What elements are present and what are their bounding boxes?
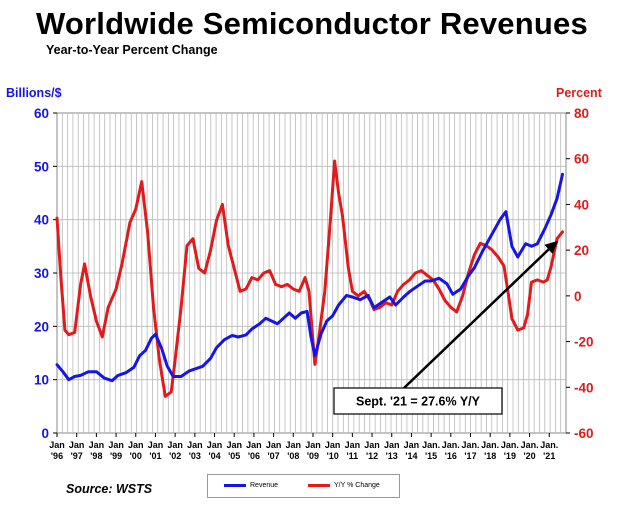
x-tick-label-year: '19 [504, 451, 516, 461]
x-tick-label-year: '07 [268, 451, 280, 461]
annotation: Sept. '21 = 27.6% Y/Y [333, 240, 559, 415]
y-left-ticks: 0 10 20 30 40 50 60 [34, 106, 57, 441]
grid-lines [57, 113, 566, 433]
y-right-tick-label: 0 [574, 289, 582, 304]
revenue-line [55, 172, 564, 383]
x-tick-label-year: '10 [327, 451, 339, 461]
x-tick-label-year: '98 [90, 451, 102, 461]
chart-title: Worldwide Semiconductor Revenues [36, 6, 588, 41]
x-tick-label-year: '16 [445, 451, 457, 461]
x-tick-label-year: '05 [228, 451, 240, 461]
y-right-tick-label: -60 [574, 426, 594, 441]
x-tick-label: Jan. [461, 440, 479, 450]
series-lines [55, 159, 564, 398]
x-tick-label-year: '99 [110, 451, 122, 461]
x-tick-label-year: '02 [169, 451, 181, 461]
y-right-ticks: -60 -40 -20 0 20 40 60 80 [566, 106, 594, 441]
x-tick-label-year: '15 [425, 451, 437, 461]
y-left-tick-label: 20 [34, 319, 49, 334]
x-tick-label: Jan [246, 440, 262, 450]
x-tick-label-year: '01 [149, 451, 161, 461]
yoy-change-line [55, 159, 564, 398]
x-tick-label: Jan [364, 440, 380, 450]
x-tick-label: Jan. [422, 440, 440, 450]
x-tick-label: Jan [226, 440, 242, 450]
annotation-arrow [403, 244, 554, 389]
x-tick-label-year: '09 [307, 451, 319, 461]
x-tick-label: Jan. [521, 440, 539, 450]
x-tick-label: Jan [128, 440, 144, 450]
legend-item-yoy: Y/Y % Change [308, 482, 380, 489]
annotation-text: Sept. '21 = 27.6% Y/Y [356, 395, 481, 409]
x-tick-label: Jan [167, 440, 183, 450]
x-tick-label-year: '04 [208, 451, 220, 461]
x-tick-label: Jan. [442, 440, 460, 450]
legend-swatch-yoy [308, 483, 330, 487]
x-tick-label-year: '12 [366, 451, 378, 461]
x-tick-label-year: '11 [347, 451, 359, 461]
y-left-tick-label: 10 [34, 373, 49, 388]
y-right-tick-label: -40 [574, 380, 594, 395]
y-left-tick-label: 0 [41, 426, 49, 441]
x-tick-label: Jan [49, 440, 65, 450]
x-tick-label: Jan [89, 440, 105, 450]
y-right-tick-label: 80 [574, 106, 589, 121]
annotation-arrowhead [544, 240, 559, 254]
x-tick-label-year: '08 [287, 451, 299, 461]
x-tick-label: Jan [286, 440, 302, 450]
x-tick-label-year: '20 [523, 451, 535, 461]
x-axis-ticks: Jan'96Jan'97Jan'98Jan'99Jan'00Jan'01Jan'… [49, 433, 558, 461]
x-tick-label: Jan. [540, 440, 558, 450]
legend-label-revenue: Revenue [250, 482, 279, 489]
x-tick-label: Jan [305, 440, 321, 450]
x-tick-label-year: '17 [464, 451, 476, 461]
y-left-axis-label: Billions/$ [6, 86, 62, 100]
source-note: Source: WSTS [66, 482, 153, 496]
y-left-tick-label: 40 [34, 213, 49, 228]
legend-label-yoy: Y/Y % Change [334, 482, 380, 489]
legend-swatch-revenue [224, 483, 246, 487]
x-tick-label: Jan [404, 440, 420, 450]
y-right-tick-label: -20 [574, 335, 594, 350]
x-tick-label-year: '14 [405, 451, 417, 461]
x-tick-label: Jan [108, 440, 124, 450]
x-tick-label: Jan [69, 440, 85, 450]
x-tick-label: Jan [148, 440, 164, 450]
x-tick-label: Jan [345, 440, 361, 450]
x-tick-label-year: '96 [51, 451, 63, 461]
x-tick-label: Jan [187, 440, 203, 450]
y-right-axis-label: Percent [556, 86, 602, 100]
x-tick-label: Jan [207, 440, 223, 450]
y-left-tick-label: 60 [34, 106, 49, 121]
y-right-tick-label: 20 [574, 243, 589, 258]
x-tick-label: Jan. [481, 440, 499, 450]
y-right-tick-label: 40 [574, 197, 589, 212]
x-tick-label: Jan [325, 440, 341, 450]
chart-subtitle: Year-to-Year Percent Change [46, 43, 218, 57]
x-tick-label-year: '03 [189, 451, 201, 461]
x-tick-label-year: '18 [484, 451, 496, 461]
annotation-box [333, 387, 503, 415]
x-tick-label-year: '06 [248, 451, 260, 461]
y-left-tick-label: 30 [34, 266, 49, 281]
y-right-tick-label: 60 [574, 152, 589, 167]
x-tick-label: Jan [266, 440, 282, 450]
x-tick-label-year: '00 [130, 451, 142, 461]
x-tick-label: Jan [384, 440, 400, 450]
x-tick-label-year: '97 [71, 451, 83, 461]
y-left-tick-label: 50 [34, 159, 49, 174]
legend-item-revenue: Revenue [224, 482, 278, 489]
x-tick-label-year: '13 [386, 451, 398, 461]
x-tick-label: Jan. [501, 440, 519, 450]
x-tick-label-year: '21 [543, 451, 555, 461]
legend: Revenue Y/Y % Change [207, 474, 400, 498]
